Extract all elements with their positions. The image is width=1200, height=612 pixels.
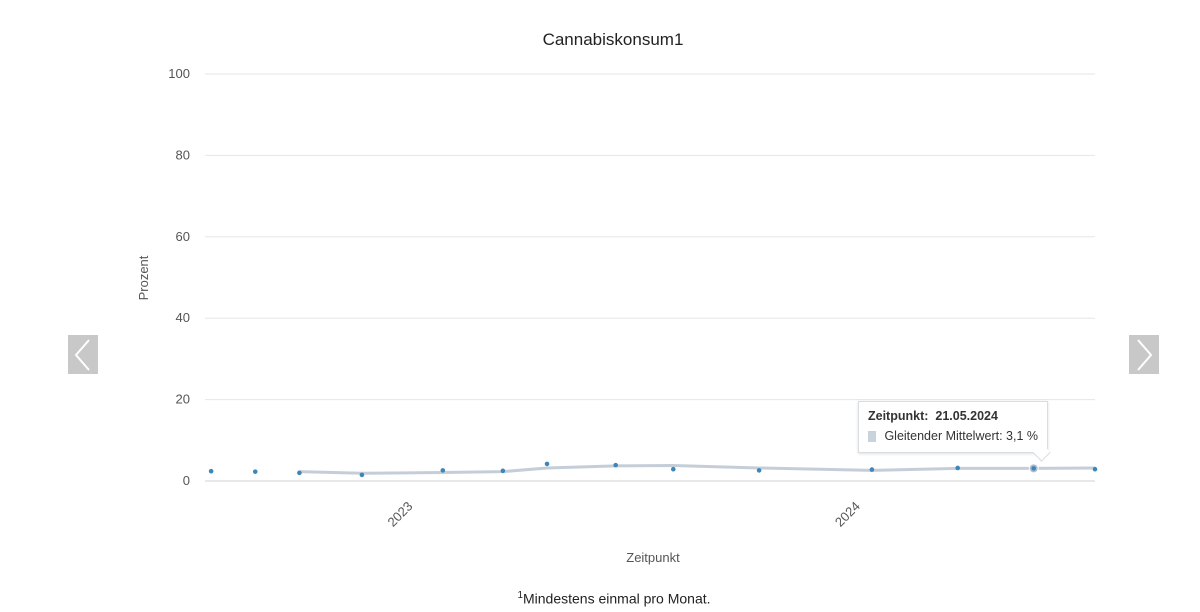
y-tick-label: 100 (168, 66, 190, 81)
data-point (359, 472, 365, 478)
tooltip-label: Zeitpunkt: (868, 409, 929, 423)
x-tick-label: 2024 (832, 499, 863, 530)
next-chart-button[interactable] (1129, 335, 1159, 374)
chevron-right-icon (1137, 338, 1153, 371)
x-axis-title: Zeitpunkt (626, 550, 680, 565)
moving-average-line (299, 464, 1096, 475)
footnote-text: Mindestens einmal pro Monat. (523, 590, 711, 607)
footnote: 1Mindestens einmal pro Monat. (0, 590, 1200, 607)
chart-title: Cannabiskonsum1 (542, 30, 684, 49)
data-point (955, 465, 960, 471)
y-tick-label: 80 (176, 147, 190, 162)
y-tick-label: 20 (176, 392, 190, 407)
y-tick-label: 0 (183, 473, 190, 488)
y-tick-label: 60 (176, 229, 190, 244)
y-axis-title: Prozent (136, 255, 151, 300)
tooltip-series-value: Gleitender Mittelwert: 3,1 % (884, 429, 1038, 443)
data-point (613, 462, 618, 468)
data-point (544, 461, 550, 467)
chart-tooltip: Zeitpunkt: 21.05.2024 Gleitender Mittelw… (858, 401, 1048, 453)
data-point (869, 467, 875, 472)
data-point (440, 468, 446, 473)
data-point (208, 468, 214, 474)
data-point (297, 470, 302, 476)
tooltip-series-swatch (868, 430, 877, 442)
data-point (670, 466, 676, 472)
data-point (252, 469, 258, 474)
data-point (1092, 466, 1098, 472)
data-point (500, 468, 506, 474)
previous-chart-button[interactable] (68, 335, 98, 374)
chevron-left-icon (74, 338, 90, 371)
y-tick-label: 40 (176, 310, 190, 325)
data-point (756, 468, 762, 473)
x-tick-label: 2023 (384, 499, 415, 530)
tooltip-date: 21.05.2024 (935, 409, 998, 423)
hovered-point-center (1031, 466, 1037, 471)
footnote-marker: 1 (517, 590, 523, 601)
